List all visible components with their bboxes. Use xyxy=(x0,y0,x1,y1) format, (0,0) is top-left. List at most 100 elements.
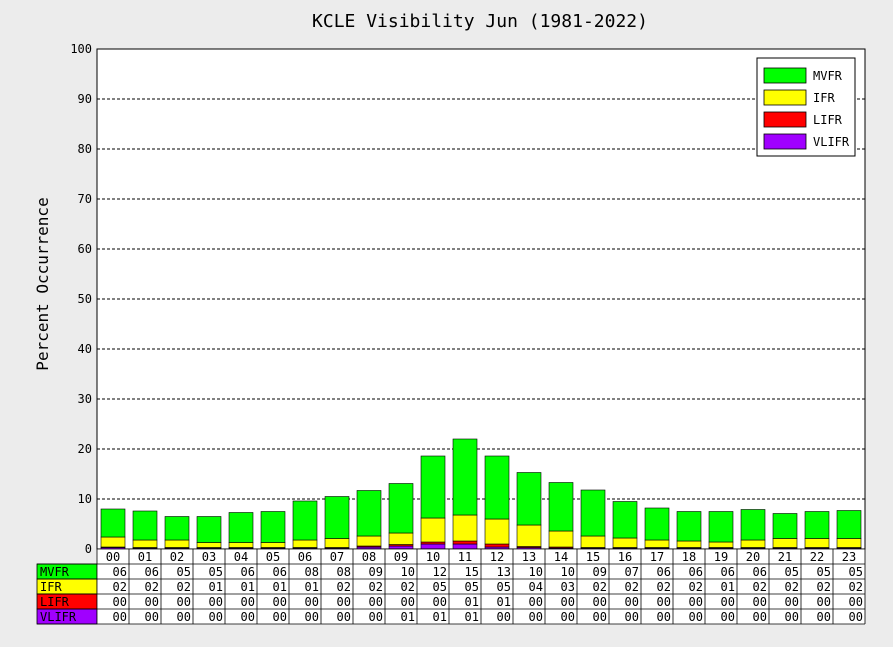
table-cell: 05 xyxy=(849,565,863,579)
y-axis-label: Percent Occurrence xyxy=(33,197,52,370)
table-row-label: VLIFR xyxy=(40,610,77,624)
hour-label: 18 xyxy=(682,550,696,564)
table-cell: 01 xyxy=(273,580,287,594)
table-cell: 00 xyxy=(273,610,287,624)
table-cell: 00 xyxy=(561,595,575,609)
y-tick-label: 20 xyxy=(78,442,92,456)
data-table: 00 01 02 03 04 05 06 07 08 09 10 11 12 13 14 15 16 17 18 19… xyxy=(36,548,866,625)
table-cell: 00 xyxy=(849,610,863,624)
table-cell: 00 xyxy=(177,595,191,609)
table-cell: 06 xyxy=(273,565,287,579)
table-cell: 15 xyxy=(465,565,479,579)
y-tick-label: 70 xyxy=(78,192,92,206)
hour-label: 20 xyxy=(746,550,760,564)
legend-label-lifr: LIFR xyxy=(813,113,843,127)
table-cell: 02 xyxy=(337,580,351,594)
table-cell: 00 xyxy=(337,610,351,624)
bar-segment-mvfr xyxy=(644,507,670,541)
hour-label: 04 xyxy=(234,550,248,564)
hour-label: 01 xyxy=(138,550,152,564)
bar-segment-mvfr xyxy=(740,509,766,541)
hour-label: 22 xyxy=(810,550,824,564)
legend-label-vlifr: VLIFR xyxy=(813,135,850,149)
table-cell: 00 xyxy=(753,610,767,624)
table-cell: 04 xyxy=(529,580,543,594)
table-cell: 00 xyxy=(145,610,159,624)
table-cell: 00 xyxy=(721,595,735,609)
bar-segment-ifr xyxy=(804,538,830,548)
table-cell: 06 xyxy=(241,565,255,579)
bar-segment-ifr xyxy=(100,536,126,548)
table-cell: 00 xyxy=(625,610,639,624)
bar-segment-mvfr xyxy=(292,500,318,541)
table-cell: 01 xyxy=(465,595,479,609)
hour-label: 14 xyxy=(554,550,568,564)
bar-segment-ifr xyxy=(324,538,350,548)
bar-segment-mvfr xyxy=(804,511,830,539)
bar-segment-ifr xyxy=(516,524,542,547)
bar-segment-mvfr xyxy=(516,472,542,526)
bar-segment-vlifr xyxy=(452,543,478,550)
table-cell: 06 xyxy=(657,565,671,579)
table-cell: 00 xyxy=(785,610,799,624)
table-cell: 00 xyxy=(561,610,575,624)
table-cell: 08 xyxy=(305,565,319,579)
hour-label: 23 xyxy=(842,550,856,564)
table-cell: 00 xyxy=(273,595,287,609)
table-cell: 00 xyxy=(369,595,383,609)
table-row-label: LIFR xyxy=(40,595,70,609)
hour-label: 12 xyxy=(490,550,504,564)
table-cell: 00 xyxy=(689,610,703,624)
table-cell: 02 xyxy=(625,580,639,594)
bar-segment-ifr xyxy=(452,514,478,542)
hour-label: 05 xyxy=(266,550,280,564)
table-cell: 13 xyxy=(497,565,511,579)
table-cell: 00 xyxy=(817,610,831,624)
bar-segment-mvfr xyxy=(388,483,414,534)
table-row-label: MVFR xyxy=(40,565,70,579)
legend: MVFR IFR LIFR VLIFR xyxy=(756,57,856,157)
table-cell: 07 xyxy=(625,565,639,579)
table-cell: 00 xyxy=(529,610,543,624)
bar-segment-ifr xyxy=(196,542,222,548)
y-tick-label: 10 xyxy=(78,492,92,506)
table-cell: 00 xyxy=(209,595,223,609)
table-cell: 00 xyxy=(753,595,767,609)
table-cell: 00 xyxy=(209,610,223,624)
y-tick-label: 100 xyxy=(70,42,92,56)
hour-label: 15 xyxy=(586,550,600,564)
table-cell: 00 xyxy=(241,610,255,624)
table-cell: 05 xyxy=(817,565,831,579)
table-cell: 00 xyxy=(657,610,671,624)
table-cell: 05 xyxy=(497,580,511,594)
bar-segment-mvfr xyxy=(708,511,734,543)
y-tick-label: 50 xyxy=(78,292,92,306)
table-cell: 00 xyxy=(593,610,607,624)
hour-label: 07 xyxy=(330,550,344,564)
bar-segment-mvfr xyxy=(228,512,254,543)
table-cell: 05 xyxy=(177,565,191,579)
table-cell: 01 xyxy=(433,610,447,624)
bar-segment-ifr xyxy=(676,540,702,548)
table-cell: 02 xyxy=(785,580,799,594)
bar-segment-ifr xyxy=(228,542,254,548)
table-cell: 00 xyxy=(689,595,703,609)
table-cell: 12 xyxy=(433,565,447,579)
table-cell: 00 xyxy=(529,595,543,609)
hour-label: 06 xyxy=(298,550,312,564)
hour-label: 02 xyxy=(170,550,184,564)
table-cell: 01 xyxy=(721,580,735,594)
chart-title: KCLE Visibility Jun (1981-2022) xyxy=(312,11,648,32)
table-cell: 00 xyxy=(497,610,511,624)
table-cell: 02 xyxy=(369,580,383,594)
bar-segment-mvfr xyxy=(612,501,638,539)
table-cell: 09 xyxy=(369,565,383,579)
bar-segment-ifr xyxy=(388,532,414,545)
table-cell: 06 xyxy=(113,565,127,579)
table-cell: 00 xyxy=(177,610,191,624)
table-cell: 05 xyxy=(785,565,799,579)
legend-label-mvfr: MVFR xyxy=(813,69,843,83)
table-cell: 00 xyxy=(113,595,127,609)
bar-segment-ifr xyxy=(164,539,190,548)
